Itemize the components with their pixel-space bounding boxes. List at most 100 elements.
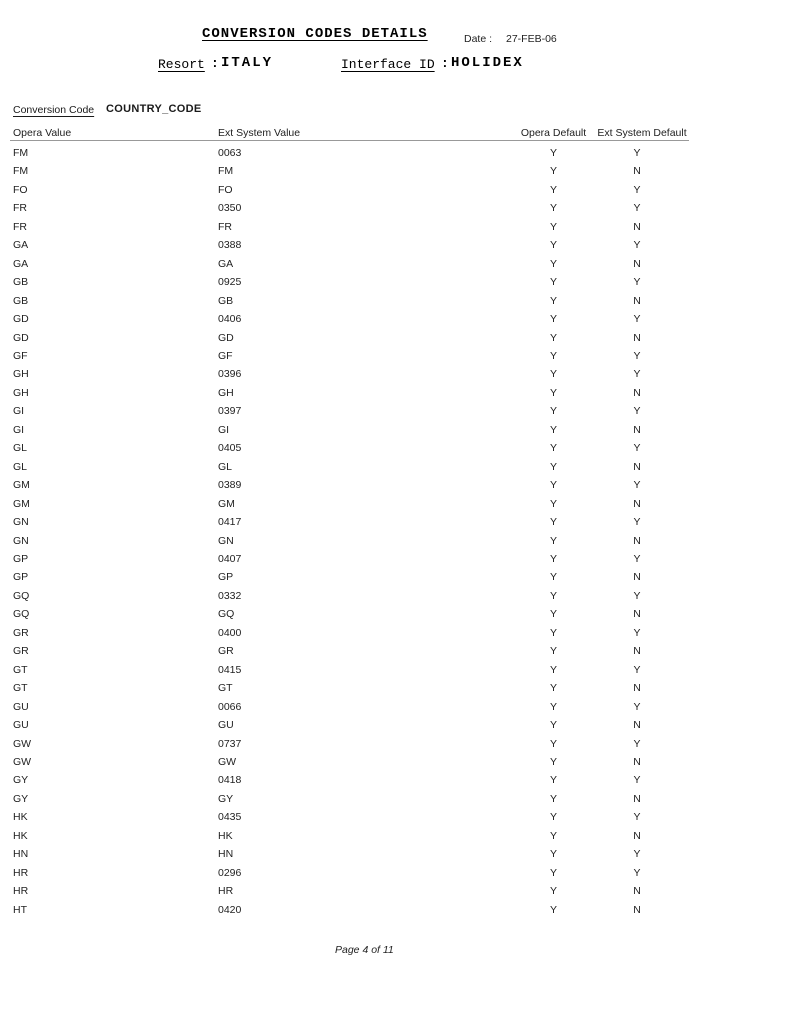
opera-default-cell: Y <box>549 294 557 307</box>
ext-system-default-cell: N <box>633 645 641 658</box>
resort-label: Resort <box>158 57 205 72</box>
ext-system-default-cell: Y <box>633 552 641 565</box>
interface-id-separator: : <box>441 56 449 71</box>
ext-system-default-cell: N <box>633 534 641 547</box>
table-row: HR HR Y N <box>0 882 791 900</box>
opera-value-cell: GQ <box>13 608 30 621</box>
opera-value-cell: GM <box>13 497 30 510</box>
opera-value-cell: HK <box>13 811 28 824</box>
ext-system-value-cell: GL <box>218 460 233 473</box>
opera-default-cell: Y <box>549 608 557 621</box>
opera-default-cell: Y <box>549 276 557 289</box>
table-row: HT 0420 Y N <box>0 901 791 919</box>
opera-value-cell: GL <box>13 442 28 455</box>
ext-system-default-cell: N <box>633 460 641 473</box>
opera-default-cell: Y <box>549 755 557 768</box>
ext-system-value-cell: 0737 <box>218 737 242 750</box>
table-row: GR 0400 Y Y <box>0 624 791 642</box>
opera-default-cell: Y <box>549 885 557 898</box>
opera-default-cell: Y <box>549 516 557 529</box>
ext-system-value-cell: HK <box>218 829 233 842</box>
ext-system-value-cell: HN <box>218 848 234 861</box>
conversion-code-value: COUNTRY_CODE <box>106 103 202 115</box>
ext-system-default-cell: N <box>633 571 641 584</box>
ext-system-default-cell: Y <box>633 516 641 529</box>
ext-system-default-cell: N <box>633 608 641 621</box>
opera-default-cell: Y <box>549 349 557 362</box>
conversion-code-label: Conversion Code <box>13 104 95 116</box>
resort-value: ITALY <box>221 55 274 71</box>
opera-value-cell: GU <box>13 719 29 732</box>
interface-id-value: HOLIDEX <box>451 55 524 71</box>
ext-system-default-cell: Y <box>633 147 641 159</box>
ext-system-value-cell: FM <box>218 165 234 178</box>
opera-default-cell: Y <box>549 811 557 824</box>
table-row: GD GD Y N <box>0 329 791 347</box>
page-number: Page 4 of 11 <box>335 944 394 956</box>
opera-default-cell: Y <box>549 147 557 159</box>
opera-value-cell: GA <box>13 257 29 270</box>
opera-default-cell: Y <box>549 719 557 732</box>
ext-system-value-cell: 0296 <box>218 866 242 879</box>
ext-system-default-cell: Y <box>633 700 641 713</box>
ext-system-default-cell: Y <box>633 866 641 879</box>
ext-system-default-cell: N <box>633 497 641 510</box>
ext-system-value-cell: GB <box>218 294 234 307</box>
ext-system-default-cell: N <box>633 294 641 307</box>
date-value: 27-FEB-06 <box>506 33 557 45</box>
opera-default-cell: Y <box>549 571 557 584</box>
opera-default-cell: Y <box>549 368 557 381</box>
table-row: GW GW Y N <box>0 753 791 771</box>
opera-default-cell: Y <box>549 552 557 565</box>
table-row: GL GL Y N <box>0 458 791 476</box>
table-row: HR 0296 Y Y <box>0 864 791 882</box>
ext-system-default-cell: Y <box>633 663 641 676</box>
opera-default-cell: Y <box>549 460 557 473</box>
table-row: GY GY Y N <box>0 790 791 808</box>
opera-value-cell: GW <box>13 737 32 750</box>
table-row: GT GT Y N <box>0 679 791 697</box>
table-row: GT 0415 Y Y <box>0 661 791 679</box>
opera-default-cell: Y <box>549 682 557 695</box>
ext-system-value-cell: 0415 <box>218 663 242 676</box>
opera-default-cell: Y <box>549 848 557 861</box>
opera-value-cell: GR <box>13 645 29 658</box>
ext-system-value-cell: GF <box>218 349 233 362</box>
ext-system-value-cell: GT <box>218 682 233 695</box>
ext-system-default-cell: N <box>633 755 641 768</box>
ext-system-value-cell: GI <box>218 423 230 436</box>
opera-value-cell: FO <box>13 183 28 196</box>
table-row: GN 0417 Y Y <box>0 513 791 531</box>
ext-system-value-cell: GQ <box>218 608 235 621</box>
table-row: GB GB Y N <box>0 292 791 310</box>
table-row: GB 0925 Y Y <box>0 273 791 291</box>
ext-system-value-cell: GW <box>218 755 237 768</box>
ext-system-default-cell: Y <box>633 774 641 787</box>
opera-value-cell: GD <box>13 331 29 344</box>
table-row: GN GN Y N <box>0 532 791 550</box>
ext-system-default-cell: N <box>633 165 641 178</box>
opera-default-cell: Y <box>549 220 557 233</box>
opera-value-cell: GT <box>13 663 28 676</box>
table-row: GL 0405 Y Y <box>0 439 791 457</box>
opera-default-cell: Y <box>549 497 557 510</box>
table-row: GH GH Y N <box>0 384 791 402</box>
opera-default-cell: Y <box>549 165 557 178</box>
opera-value-cell: GN <box>13 534 29 547</box>
ext-system-value-cell: 0417 <box>218 516 242 529</box>
opera-value-cell: GT <box>13 682 28 695</box>
ext-system-default-cell: N <box>633 885 641 898</box>
ext-system-value-cell: 0350 <box>218 202 242 215</box>
ext-system-value-cell: 0406 <box>218 313 242 326</box>
opera-value-cell: GI <box>13 423 25 436</box>
ext-system-value-cell: GM <box>218 497 235 510</box>
ext-system-default-cell: Y <box>633 183 641 196</box>
opera-default-cell: Y <box>549 792 557 805</box>
table-row: HN HN Y Y <box>0 845 791 863</box>
opera-default-cell: Y <box>549 534 557 547</box>
ext-system-default-cell: Y <box>633 442 641 455</box>
table-row: GU 0066 Y Y <box>0 698 791 716</box>
opera-value-cell: GW <box>13 755 32 768</box>
opera-value-cell: GH <box>13 368 29 381</box>
ext-system-value-cell: 0332 <box>218 589 242 602</box>
